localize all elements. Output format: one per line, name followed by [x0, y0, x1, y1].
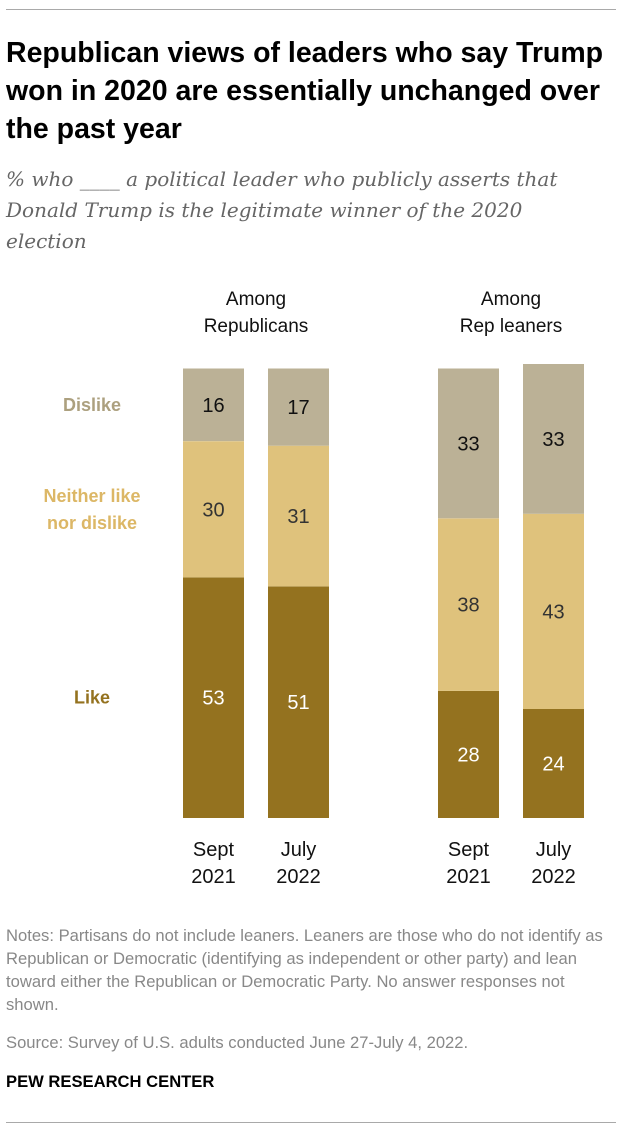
chart-title: Republican views of leaders who say Trum… — [6, 37, 604, 145]
bar-segment-dislike-g2-b2 — [523, 364, 584, 514]
group-label-1: Among Republicans — [204, 289, 309, 337]
bar-segment-dislike-g1-b2 — [268, 368, 329, 446]
data-label: 38 — [457, 595, 479, 617]
bar-segment-like-g2-b1 — [438, 690, 499, 818]
stacked-bar-chart: Among Republicans Among Rep leaners 53 30 16 Se… — [43, 289, 584, 888]
data-label: 53 — [202, 688, 224, 710]
bar-segment-like-g1-b2 — [268, 586, 329, 818]
data-label: 51 — [287, 692, 309, 714]
data-label: 33 — [542, 429, 564, 451]
bar-segment-dislike-g1-b1 — [183, 368, 244, 442]
bar-segment-neither-like-nor-dislike-g2-b2 — [523, 513, 584, 709]
data-label: 30 — [202, 499, 224, 521]
data-label: 28 — [457, 744, 479, 766]
bar-segment-neither-like-nor-dislike-g1-b2 — [268, 445, 329, 587]
data-label: 24 — [542, 754, 564, 776]
bar-segment-like-g2-b2 — [523, 709, 584, 818]
top-rule — [6, 9, 616, 10]
x-axis-label: Sept 2021 — [446, 839, 491, 888]
bottom-rule — [6, 1122, 616, 1123]
data-label: 16 — [202, 395, 224, 417]
x-axis-label: July 2022 — [276, 839, 321, 888]
bar-segment-neither-like-nor-dislike-g2-b1 — [438, 518, 499, 691]
x-axis-label: Sept 2021 — [191, 839, 236, 888]
chart-notes: Notes: Partisans do not include leaners.… — [6, 926, 603, 1014]
series-label-like: Like — [74, 688, 110, 708]
data-label: 17 — [287, 397, 309, 419]
data-label: 33 — [457, 433, 479, 455]
series-label-dislike: Dislike — [63, 395, 121, 415]
brand-label: PEW RESEARCH CENTER — [6, 1072, 215, 1091]
chart-source: Source: Survey of U.S. adults conducted … — [6, 1033, 469, 1052]
bar-segment-like-g1-b1 — [183, 577, 244, 818]
bar-segment-dislike-g2-b1 — [438, 368, 499, 519]
series-label-neither-like-nor-dislike: Neither like nor dislike — [43, 486, 140, 533]
data-label: 43 — [542, 601, 564, 623]
bar-segment-neither-like-nor-dislike-g1-b1 — [183, 441, 244, 578]
x-axis-label: July 2022 — [531, 839, 576, 888]
data-label: 31 — [287, 506, 309, 528]
chart-subtitle: % who ____ a political leader who public… — [6, 167, 558, 253]
group-label-2: Among Rep leaners — [460, 289, 562, 337]
